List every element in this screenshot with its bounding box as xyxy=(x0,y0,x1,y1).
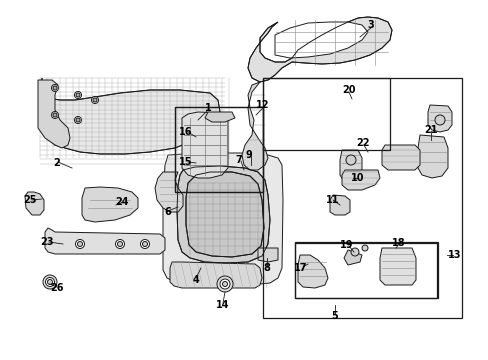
Polygon shape xyxy=(242,82,267,170)
Bar xyxy=(263,78,461,318)
Text: 11: 11 xyxy=(325,195,339,205)
Text: 7: 7 xyxy=(235,155,242,165)
Polygon shape xyxy=(247,17,391,82)
Text: 13: 13 xyxy=(447,250,461,260)
Circle shape xyxy=(93,98,97,102)
Circle shape xyxy=(91,96,98,104)
Text: 15: 15 xyxy=(179,157,192,167)
Text: 21: 21 xyxy=(424,125,437,135)
Polygon shape xyxy=(274,22,367,58)
Polygon shape xyxy=(155,172,183,212)
Text: 8: 8 xyxy=(263,263,270,273)
Bar xyxy=(175,107,263,192)
Text: 1: 1 xyxy=(204,103,211,113)
Circle shape xyxy=(76,93,80,97)
Circle shape xyxy=(346,155,355,165)
Circle shape xyxy=(47,279,52,284)
Circle shape xyxy=(43,275,57,289)
Polygon shape xyxy=(45,228,164,254)
Polygon shape xyxy=(258,248,278,262)
Polygon shape xyxy=(163,153,283,285)
Polygon shape xyxy=(381,145,419,170)
Text: 26: 26 xyxy=(50,283,63,293)
Circle shape xyxy=(75,239,84,248)
Polygon shape xyxy=(185,172,264,257)
Circle shape xyxy=(222,282,227,287)
Text: 5: 5 xyxy=(331,311,338,321)
Text: 25: 25 xyxy=(23,195,37,205)
Text: 23: 23 xyxy=(40,237,54,247)
Circle shape xyxy=(45,278,54,287)
Text: 3: 3 xyxy=(367,20,374,30)
Circle shape xyxy=(220,279,229,289)
Circle shape xyxy=(53,86,57,90)
Polygon shape xyxy=(82,187,138,222)
Text: 22: 22 xyxy=(356,138,369,148)
Circle shape xyxy=(217,276,232,292)
Polygon shape xyxy=(379,248,415,285)
Text: 9: 9 xyxy=(245,150,252,160)
Circle shape xyxy=(74,117,81,123)
Polygon shape xyxy=(339,150,361,182)
Text: 19: 19 xyxy=(340,240,353,250)
Circle shape xyxy=(361,245,367,251)
Text: 18: 18 xyxy=(391,238,405,248)
Text: 16: 16 xyxy=(179,127,192,137)
Bar xyxy=(263,78,389,150)
Polygon shape xyxy=(427,105,451,132)
Text: 4: 4 xyxy=(192,275,199,285)
Circle shape xyxy=(51,85,59,91)
Polygon shape xyxy=(25,192,44,215)
Polygon shape xyxy=(329,195,349,215)
Polygon shape xyxy=(177,166,269,263)
Bar xyxy=(294,242,437,298)
Text: 6: 6 xyxy=(164,207,171,217)
Circle shape xyxy=(115,239,124,248)
Polygon shape xyxy=(204,112,235,122)
Text: 10: 10 xyxy=(350,173,364,183)
Circle shape xyxy=(142,242,147,247)
Polygon shape xyxy=(38,80,70,148)
Text: 12: 12 xyxy=(256,100,269,110)
Polygon shape xyxy=(343,250,361,265)
Circle shape xyxy=(51,112,59,118)
Polygon shape xyxy=(341,170,379,190)
Circle shape xyxy=(76,118,80,122)
Polygon shape xyxy=(195,128,218,150)
Bar xyxy=(294,243,436,298)
Circle shape xyxy=(53,113,57,117)
Text: 20: 20 xyxy=(342,85,355,95)
Polygon shape xyxy=(182,112,227,178)
Polygon shape xyxy=(40,78,220,154)
Text: 2: 2 xyxy=(54,158,60,168)
Text: 17: 17 xyxy=(294,263,307,273)
Text: 14: 14 xyxy=(216,300,229,310)
Circle shape xyxy=(74,91,81,99)
Polygon shape xyxy=(297,255,327,288)
Circle shape xyxy=(434,115,444,125)
Polygon shape xyxy=(417,135,447,178)
Circle shape xyxy=(117,242,122,247)
Text: 24: 24 xyxy=(115,197,128,207)
Bar xyxy=(175,107,263,192)
Circle shape xyxy=(350,248,358,256)
Circle shape xyxy=(140,239,149,248)
Circle shape xyxy=(77,242,82,247)
Polygon shape xyxy=(170,262,262,288)
